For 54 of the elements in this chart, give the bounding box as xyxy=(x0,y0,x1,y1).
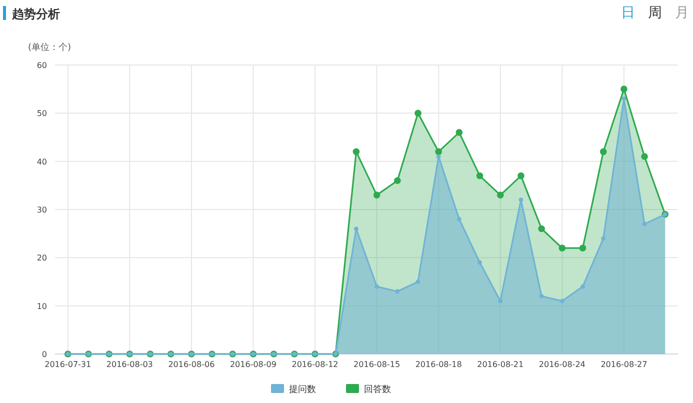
point xyxy=(456,216,462,222)
point xyxy=(622,96,626,101)
point xyxy=(498,298,503,304)
point xyxy=(373,192,380,198)
point xyxy=(414,110,422,117)
x-tick-label: 2016-08-27 xyxy=(600,360,648,369)
point xyxy=(352,148,360,156)
y-tick-label: 50 xyxy=(36,109,47,118)
point xyxy=(538,225,545,232)
x-tick-label: 2016-08-18 xyxy=(415,360,462,369)
y-tick-label: 30 xyxy=(36,206,47,214)
point xyxy=(354,226,358,231)
point xyxy=(579,244,586,252)
point xyxy=(601,236,606,241)
text: 日 xyxy=(621,5,635,21)
x-tick-label: 2016-07-31 xyxy=(44,360,92,369)
point xyxy=(416,280,420,284)
point xyxy=(395,289,400,294)
x-tick-label: 2016-08-15 xyxy=(354,360,400,369)
text: 周 xyxy=(648,5,662,21)
point xyxy=(394,177,401,184)
point xyxy=(456,129,463,136)
x-tick-label: 2016-08-24 xyxy=(538,360,586,369)
point xyxy=(620,86,628,92)
y-axis-title: (单位：个) xyxy=(28,42,72,53)
x-tick-label: 2016-08-06 xyxy=(168,360,215,369)
point xyxy=(374,284,379,289)
text: 月 xyxy=(675,5,689,21)
point xyxy=(435,148,442,156)
x-tick-label: 2016-08-03 xyxy=(106,360,153,369)
point xyxy=(518,198,524,202)
y-tick-label: 0 xyxy=(42,350,47,359)
point xyxy=(476,172,484,180)
point xyxy=(518,172,524,180)
point xyxy=(641,153,648,160)
point xyxy=(580,284,585,289)
y-tick-label: 20 xyxy=(36,254,47,263)
x-tick-label: 2016-08-21 xyxy=(477,360,524,369)
x-tick-label: 2016-08-09 xyxy=(230,360,276,369)
point xyxy=(600,148,607,156)
point xyxy=(558,244,566,252)
legend-label: 回答数 xyxy=(364,384,391,395)
y-tick-label: 60 xyxy=(36,61,47,70)
y-tick-label: 40 xyxy=(36,157,47,166)
chart-title: 趋势分析 xyxy=(11,7,60,21)
x-tick-label: 2016-08-12 xyxy=(292,360,338,369)
y-tick-label: 10 xyxy=(36,302,47,311)
point xyxy=(436,154,441,159)
point xyxy=(642,222,647,226)
legend-label: 提问数 xyxy=(289,384,316,395)
point xyxy=(560,298,564,304)
point xyxy=(539,294,544,298)
point xyxy=(478,260,482,265)
point xyxy=(496,192,504,198)
